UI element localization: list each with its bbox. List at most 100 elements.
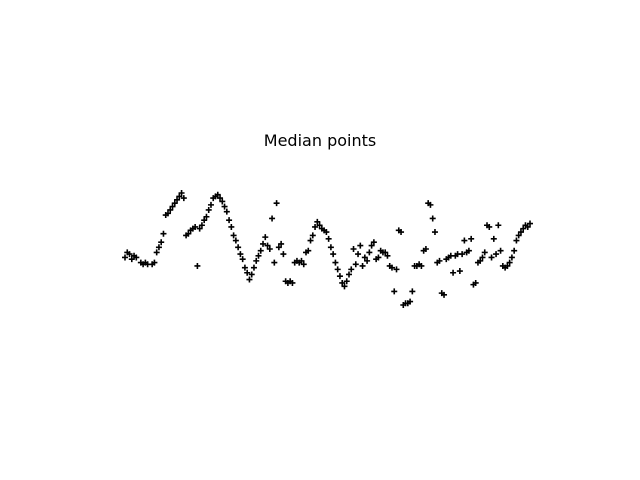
data-point <box>300 261 307 268</box>
data-point <box>481 249 488 256</box>
data-point <box>266 246 273 252</box>
data-point <box>382 249 389 256</box>
data-point <box>248 271 255 278</box>
data-point <box>370 239 377 246</box>
data-point <box>314 218 321 225</box>
data-point <box>429 215 436 222</box>
data-point <box>205 206 212 213</box>
data-point <box>418 262 425 269</box>
data-point <box>375 254 382 261</box>
chart-title: Median points <box>263 131 377 150</box>
data-point <box>221 203 228 210</box>
data-point <box>459 251 466 258</box>
data-point <box>155 244 162 251</box>
data-point <box>280 251 287 258</box>
data-point <box>207 201 214 208</box>
data-point <box>264 242 271 249</box>
data-point <box>357 242 364 249</box>
data-point <box>196 225 203 232</box>
data-point <box>126 251 133 258</box>
data-point <box>330 251 337 258</box>
data-point <box>275 244 282 251</box>
data-point <box>517 229 524 236</box>
data-point <box>289 279 296 286</box>
data-point <box>323 229 330 236</box>
data-point <box>461 237 468 244</box>
data-point <box>407 298 414 305</box>
data-point <box>352 261 359 268</box>
data-point <box>307 237 314 244</box>
data-point <box>237 251 244 258</box>
data-point <box>223 208 230 215</box>
data-point <box>325 235 332 242</box>
data-point <box>239 256 246 263</box>
data-point <box>253 257 260 264</box>
data-point <box>479 254 486 261</box>
data-point <box>364 257 371 264</box>
data-point <box>176 193 183 200</box>
data-point <box>219 198 226 205</box>
data-point <box>431 229 438 236</box>
data-point <box>133 254 140 261</box>
data-point <box>422 246 429 252</box>
data-point <box>477 257 484 264</box>
data-point <box>398 229 405 236</box>
data-point <box>167 206 174 213</box>
data-point <box>427 201 434 208</box>
data-point <box>341 283 348 290</box>
data-point <box>217 195 224 202</box>
data-point <box>171 200 178 207</box>
data-point <box>169 203 176 210</box>
data-point <box>269 215 276 222</box>
data-point <box>174 196 181 203</box>
data-point <box>468 235 475 242</box>
data-point <box>273 200 280 207</box>
data-point <box>271 259 278 266</box>
data-point <box>327 244 334 251</box>
data-point <box>493 251 500 258</box>
data-point <box>160 230 167 237</box>
data-point <box>255 252 262 259</box>
data-point <box>158 239 165 246</box>
data-point <box>504 262 511 269</box>
data-point <box>226 217 233 224</box>
data-point <box>506 259 513 266</box>
data-point <box>305 247 312 254</box>
data-point <box>524 223 531 230</box>
data-point <box>241 264 248 271</box>
data-point <box>393 266 400 273</box>
data-point <box>336 273 343 280</box>
data-point <box>409 288 416 295</box>
data-point <box>332 259 339 266</box>
data-point <box>185 230 192 237</box>
data-point <box>192 223 199 230</box>
data-point <box>456 268 463 275</box>
data-point <box>178 190 185 196</box>
data-point <box>348 266 355 273</box>
data-point <box>527 220 533 227</box>
data-point <box>508 254 515 261</box>
data-point <box>151 259 158 266</box>
data-point <box>214 191 221 198</box>
data-point <box>246 276 253 283</box>
data-point <box>450 269 457 276</box>
data-point <box>244 269 251 276</box>
data-point <box>232 237 239 244</box>
data-point <box>361 254 368 261</box>
data-point <box>343 278 350 285</box>
data-point <box>250 264 257 271</box>
data-point <box>122 254 128 261</box>
data-point <box>513 237 520 244</box>
data-point <box>235 244 242 251</box>
data-point <box>436 257 443 264</box>
data-point <box>350 246 357 252</box>
data-point <box>345 271 352 278</box>
data-point <box>257 247 264 254</box>
data-point <box>441 291 448 298</box>
data-point <box>309 232 316 239</box>
data-point <box>384 252 391 259</box>
data-point <box>278 240 285 247</box>
data-point <box>334 266 341 273</box>
